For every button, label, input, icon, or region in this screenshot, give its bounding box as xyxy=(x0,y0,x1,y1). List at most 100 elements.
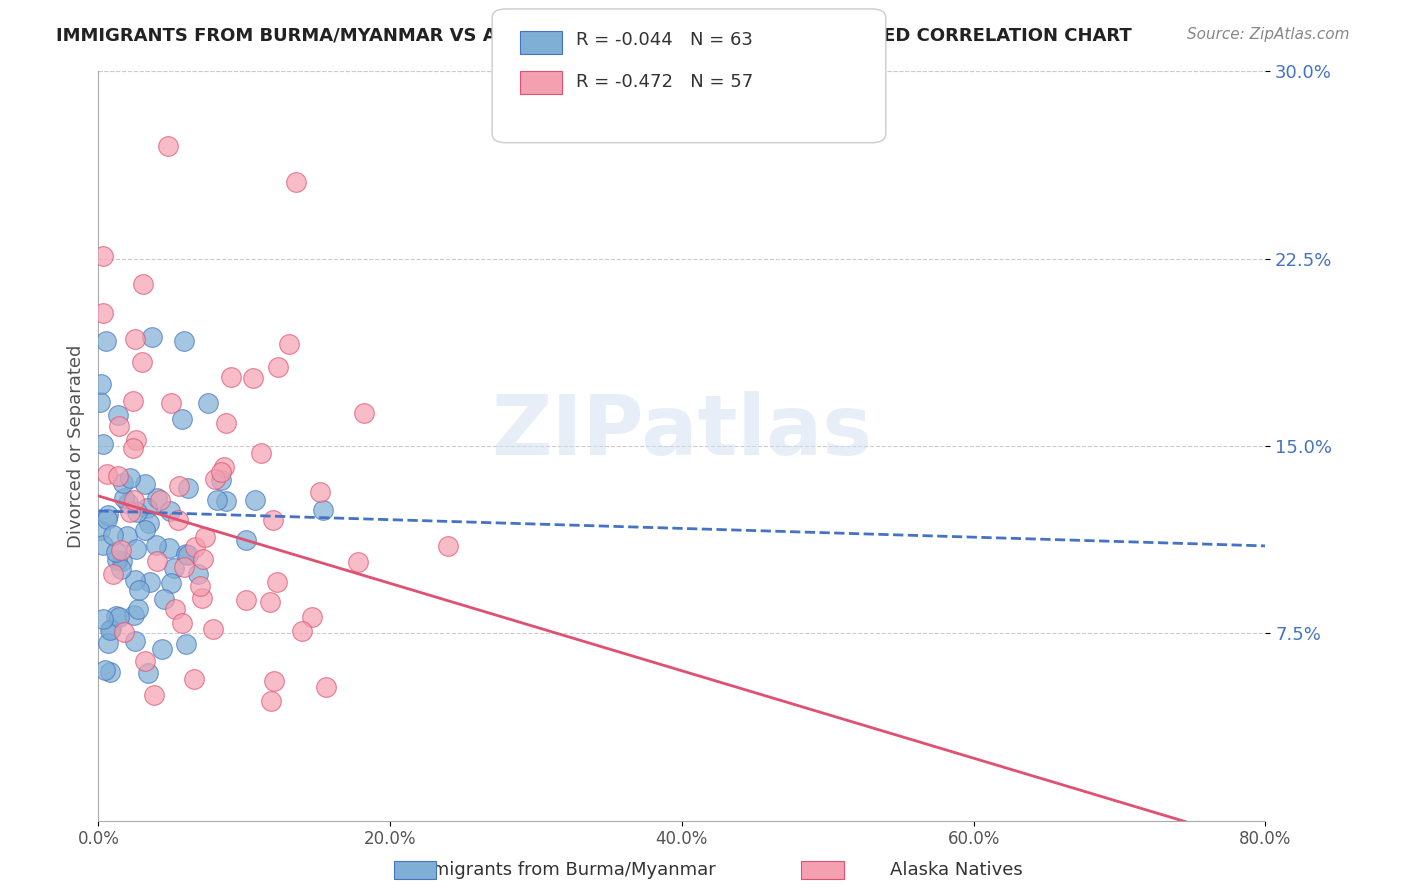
Alaska Natives xyxy=(242,370,264,384)
Alaska Natives xyxy=(122,393,145,408)
Immigrants from Burma/Myanmar xyxy=(89,395,111,409)
Text: IMMIGRANTS FROM BURMA/MYANMAR VS ALASKA NATIVE DIVORCED OR SEPARATED CORRELATION: IMMIGRANTS FROM BURMA/MYANMAR VS ALASKA … xyxy=(56,27,1132,45)
Alaska Natives xyxy=(167,479,190,493)
Text: Immigrants from Burma/Myanmar: Immigrants from Burma/Myanmar xyxy=(409,861,716,879)
Alaska Natives xyxy=(209,465,232,479)
Immigrants from Burma/Myanmar xyxy=(138,575,160,590)
Immigrants from Burma/Myanmar xyxy=(128,583,150,598)
Alaska Natives xyxy=(170,615,193,630)
Alaska Natives xyxy=(204,472,226,486)
Immigrants from Burma/Myanmar xyxy=(118,471,141,485)
Alaska Natives xyxy=(143,689,166,703)
Immigrants from Burma/Myanmar xyxy=(91,538,114,552)
Alaska Natives xyxy=(91,306,114,320)
Alaska Natives xyxy=(157,139,180,153)
Alaska Natives xyxy=(249,445,271,459)
Text: Alaska Natives: Alaska Natives xyxy=(890,861,1022,879)
Alaska Natives xyxy=(120,505,142,519)
Immigrants from Burma/Myanmar xyxy=(107,609,129,624)
Alaska Natives xyxy=(131,355,153,369)
Alaska Natives xyxy=(267,360,290,375)
Text: R = -0.044   N = 63: R = -0.044 N = 63 xyxy=(576,31,754,49)
Immigrants from Burma/Myanmar xyxy=(145,538,167,552)
Alaska Natives xyxy=(291,624,314,639)
Alaska Natives xyxy=(346,555,368,569)
Immigrants from Burma/Myanmar xyxy=(91,436,114,450)
Alaska Natives xyxy=(183,540,205,554)
Immigrants from Burma/Myanmar xyxy=(127,602,149,616)
Immigrants from Burma/Myanmar xyxy=(96,334,118,348)
Immigrants from Burma/Myanmar xyxy=(111,554,134,568)
Alaska Natives xyxy=(101,566,124,581)
Alaska Natives xyxy=(146,553,169,567)
Immigrants from Burma/Myanmar xyxy=(122,607,145,622)
Alaska Natives xyxy=(183,673,205,687)
Immigrants from Burma/Myanmar xyxy=(173,334,195,349)
Alaska Natives xyxy=(277,336,299,351)
Alaska Natives xyxy=(108,418,131,433)
Immigrants from Burma/Myanmar xyxy=(163,561,186,575)
Alaska Natives xyxy=(235,593,257,607)
Alaska Natives xyxy=(191,551,214,566)
Immigrants from Burma/Myanmar xyxy=(117,496,139,510)
Alaska Natives xyxy=(163,602,186,616)
Alaska Natives xyxy=(259,595,281,609)
Text: ZIPatlas: ZIPatlas xyxy=(492,391,872,472)
Alaska Natives xyxy=(132,277,155,291)
Immigrants from Burma/Myanmar xyxy=(89,524,111,538)
Immigrants from Burma/Myanmar xyxy=(110,562,132,576)
Alaska Natives xyxy=(315,680,337,694)
Immigrants from Burma/Myanmar xyxy=(152,642,174,657)
Immigrants from Burma/Myanmar xyxy=(157,541,180,556)
Immigrants from Burma/Myanmar xyxy=(160,575,183,590)
Alaska Natives xyxy=(188,579,211,593)
Alaska Natives xyxy=(194,530,217,544)
Immigrants from Burma/Myanmar xyxy=(174,547,197,561)
Alaska Natives xyxy=(107,468,129,483)
Immigrants from Burma/Myanmar xyxy=(235,533,257,547)
Alaska Natives xyxy=(121,442,143,456)
Immigrants from Burma/Myanmar xyxy=(135,500,157,515)
Immigrants from Burma/Myanmar xyxy=(112,491,135,505)
Immigrants from Burma/Myanmar xyxy=(134,477,156,491)
Immigrants from Burma/Myanmar xyxy=(311,502,333,516)
Immigrants from Burma/Myanmar xyxy=(105,545,128,559)
Immigrants from Burma/Myanmar xyxy=(187,566,209,581)
Immigrants from Burma/Myanmar xyxy=(197,396,219,410)
Immigrants from Burma/Myanmar xyxy=(97,508,120,522)
Alaska Natives xyxy=(202,622,225,636)
Alaska Natives xyxy=(263,674,285,689)
Immigrants from Burma/Myanmar xyxy=(112,476,135,491)
Immigrants from Burma/Myanmar xyxy=(209,473,232,487)
Immigrants from Burma/Myanmar xyxy=(215,493,238,508)
Alaska Natives xyxy=(309,484,332,499)
Immigrants from Burma/Myanmar xyxy=(93,664,115,678)
Y-axis label: Divorced or Separated: Divorced or Separated xyxy=(66,344,84,548)
Immigrants from Burma/Myanmar xyxy=(177,481,200,495)
Alaska Natives xyxy=(166,513,188,527)
Immigrants from Burma/Myanmar xyxy=(117,529,139,543)
Immigrants from Burma/Myanmar xyxy=(105,553,128,567)
Alaska Natives xyxy=(159,396,181,410)
Alaska Natives xyxy=(96,467,118,482)
Alaska Natives xyxy=(124,332,146,346)
Alaska Natives xyxy=(260,694,283,708)
Alaska Natives xyxy=(191,591,214,606)
Immigrants from Burma/Myanmar xyxy=(127,505,149,519)
Alaska Natives xyxy=(149,492,172,507)
Immigrants from Burma/Myanmar xyxy=(146,491,169,505)
Immigrants from Burma/Myanmar xyxy=(107,408,129,422)
Alaska Natives xyxy=(110,543,132,558)
Immigrants from Burma/Myanmar xyxy=(152,591,174,606)
Immigrants from Burma/Myanmar xyxy=(124,633,146,648)
Immigrants from Burma/Myanmar xyxy=(105,608,128,623)
Alaska Natives xyxy=(122,492,145,507)
Text: R = -0.472   N = 57: R = -0.472 N = 57 xyxy=(576,73,754,91)
Alaska Natives xyxy=(112,624,135,639)
Immigrants from Burma/Myanmar xyxy=(177,548,200,562)
Immigrants from Burma/Myanmar xyxy=(138,516,160,530)
Immigrants from Burma/Myanmar xyxy=(125,541,148,556)
Immigrants from Burma/Myanmar xyxy=(100,622,122,636)
Alaska Natives xyxy=(219,370,242,384)
Immigrants from Burma/Myanmar xyxy=(136,666,159,681)
